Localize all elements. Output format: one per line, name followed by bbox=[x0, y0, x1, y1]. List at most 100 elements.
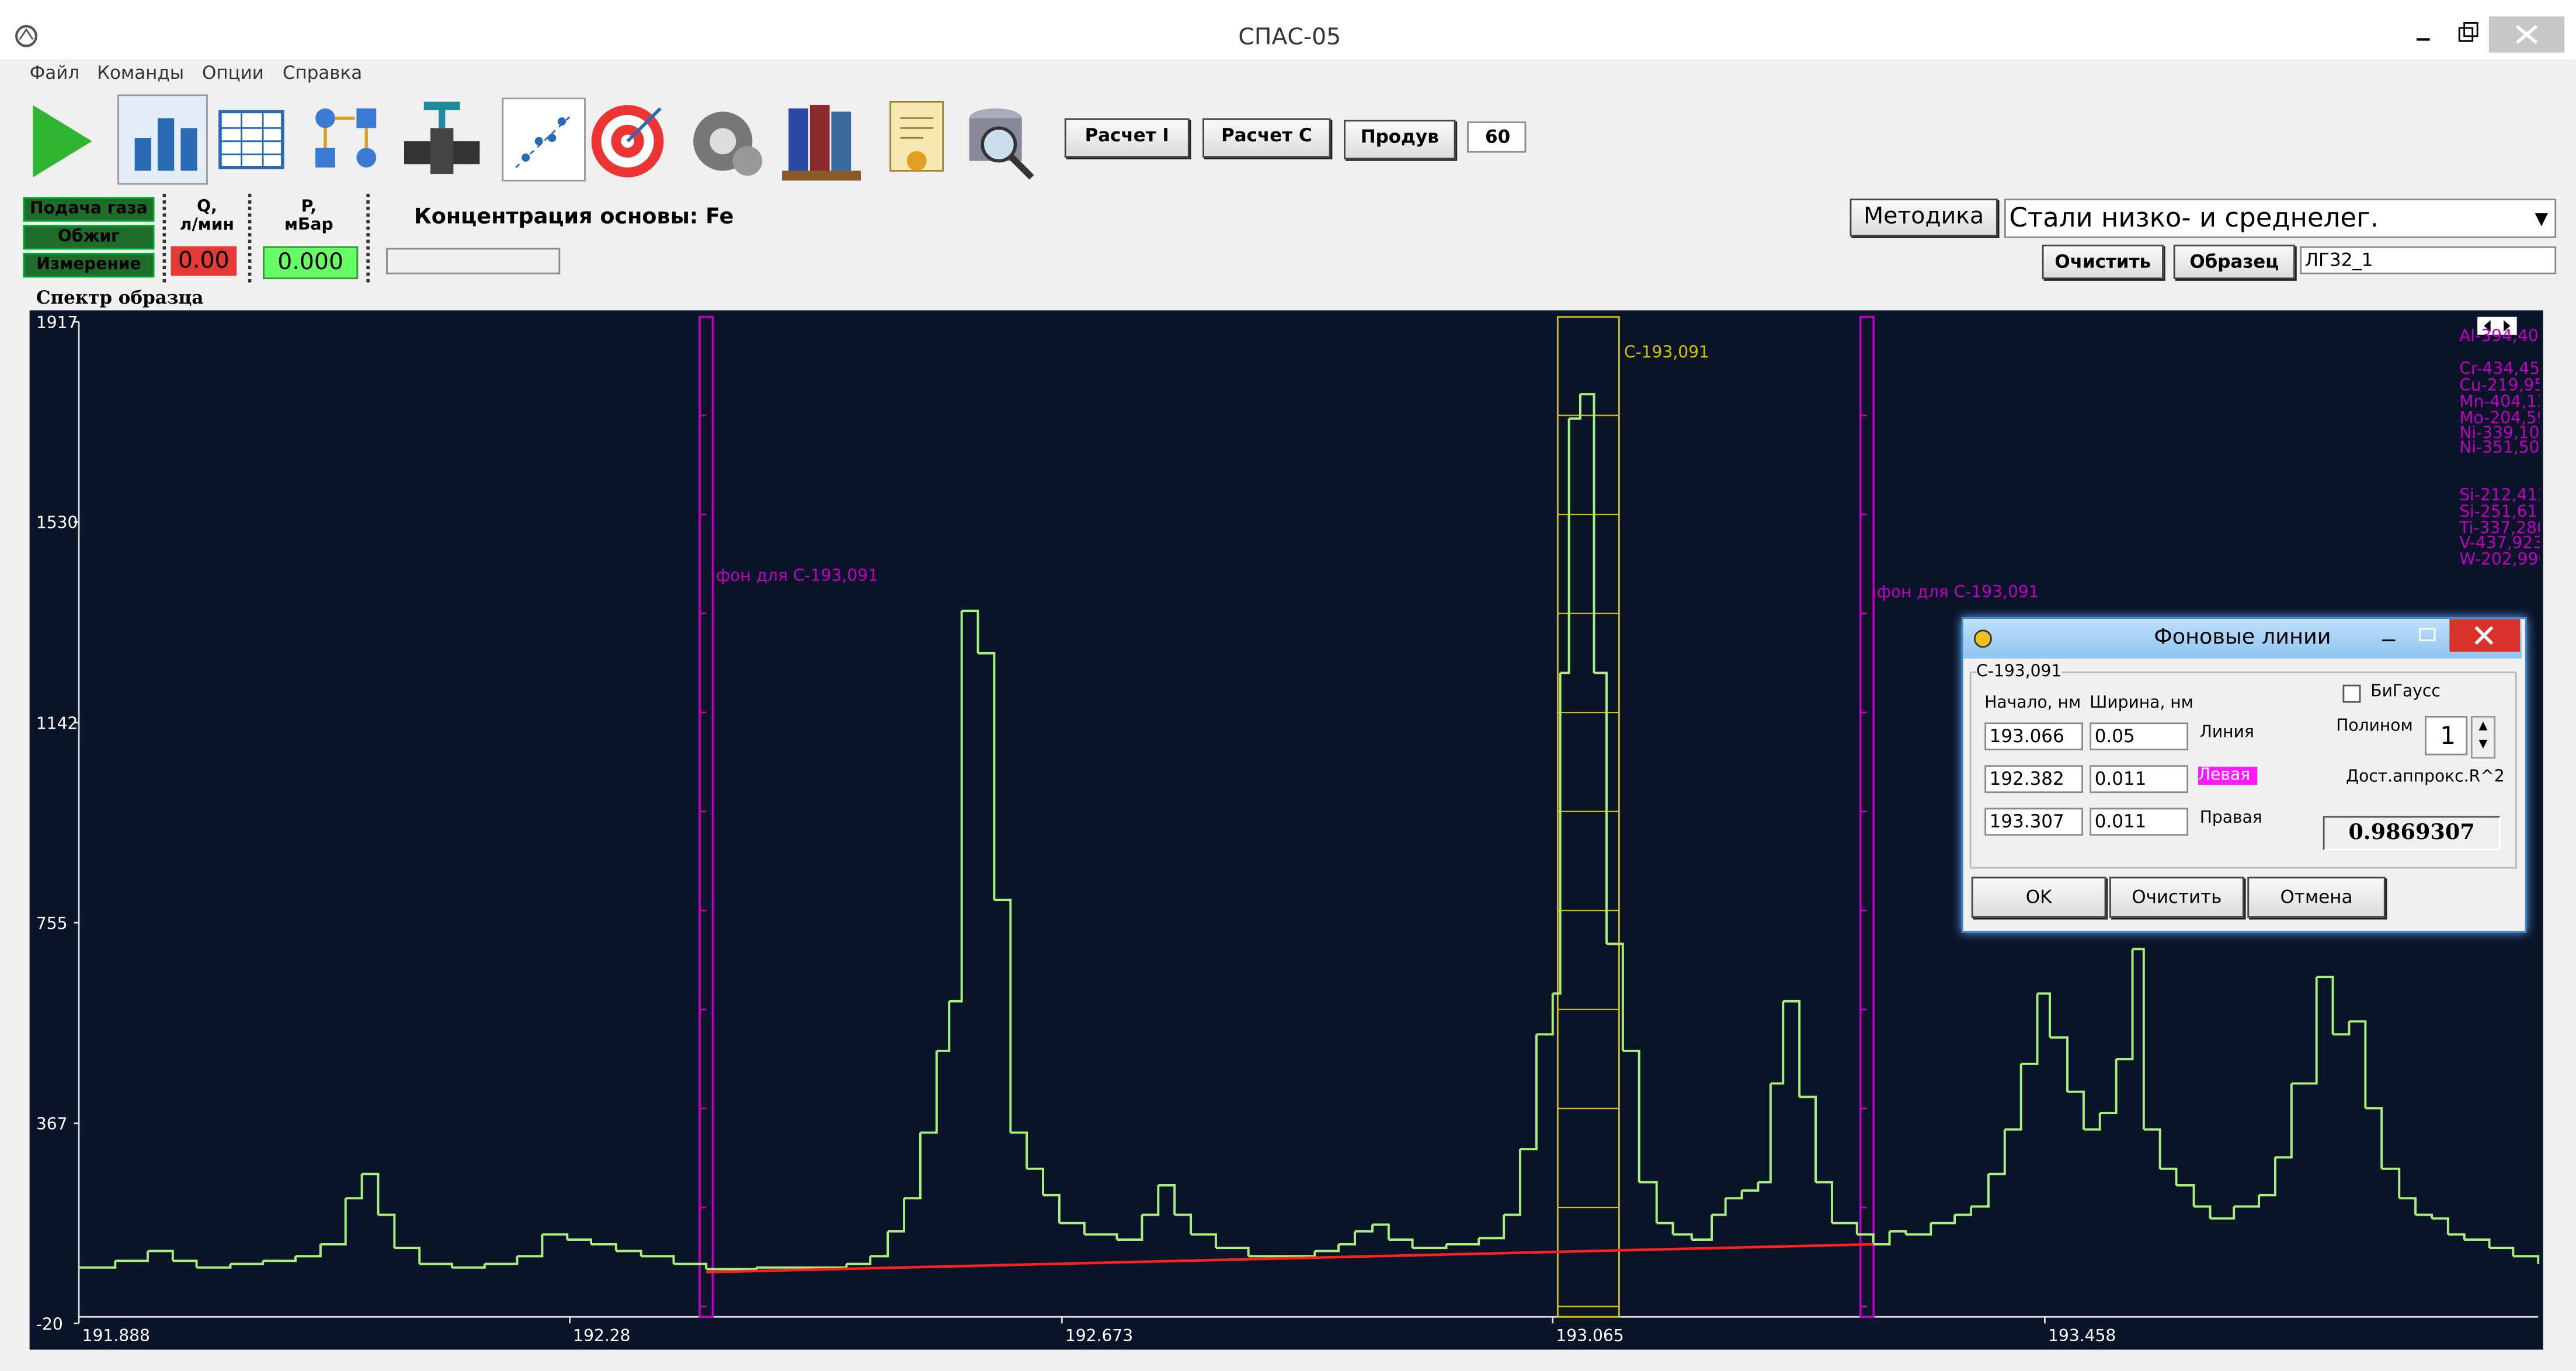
books-icon[interactable] bbox=[782, 105, 861, 181]
spectrum-step bbox=[949, 611, 963, 1003]
menu-item[interactable]: Команды bbox=[96, 62, 185, 84]
element-label: Ni-351,505 bbox=[2459, 438, 2550, 457]
spectrum-step bbox=[2316, 976, 2334, 1035]
row-label: Линия bbox=[2199, 724, 2254, 743]
spectrum-step bbox=[542, 1233, 569, 1240]
width-field[interactable]: 0.05 bbox=[2090, 722, 2189, 751]
spectrum-step bbox=[1084, 1233, 1118, 1240]
start-field[interactable]: 192.382 bbox=[1984, 765, 2084, 794]
toolbar-icons[interactable] bbox=[16, 92, 1051, 187]
spectrum-step bbox=[1594, 671, 1608, 944]
menu-item[interactable]: Опции bbox=[202, 62, 264, 84]
spectrum-step bbox=[1552, 673, 1562, 995]
spectrum-step bbox=[846, 1256, 872, 1265]
dropdown-arrow[interactable]: ▾ bbox=[2535, 201, 2549, 234]
width-field[interactable]: 0.011 bbox=[2090, 765, 2189, 794]
window-label: С-193,091 bbox=[1624, 343, 1709, 362]
spectrum-step bbox=[1622, 1049, 1640, 1182]
spectrum-step bbox=[1388, 1238, 1414, 1248]
table-icon[interactable] bbox=[218, 110, 284, 169]
spectrum-step bbox=[295, 1244, 322, 1258]
bigauss-checkbox[interactable] bbox=[2342, 684, 2361, 703]
spectrum-step bbox=[2382, 1167, 2401, 1199]
spectrum-step bbox=[1988, 1129, 2006, 1175]
clear-button[interactable]: Очистить bbox=[2109, 876, 2244, 918]
spectrum-step bbox=[1906, 1223, 1932, 1236]
spectrum-step bbox=[2160, 1167, 2178, 1186]
polynom-field[interactable]: 1 bbox=[2425, 716, 2468, 756]
flow-icon[interactable] bbox=[315, 108, 377, 168]
calc-c-button[interactable]: Расчет С bbox=[1202, 118, 1331, 158]
spectrum-step bbox=[1691, 1215, 1713, 1241]
row-label: Левая bbox=[2198, 767, 2258, 785]
scatter-icon[interactable] bbox=[502, 98, 586, 182]
cancel-button[interactable]: Отмена bbox=[2247, 876, 2386, 918]
spectrum-step bbox=[79, 1261, 117, 1269]
spectrum-step bbox=[920, 1050, 938, 1134]
q-label-line: л/мин bbox=[179, 217, 234, 235]
calc-i-button[interactable]: Расчет I bbox=[1064, 118, 1190, 158]
spectrum-step bbox=[978, 652, 996, 900]
spectrum-step bbox=[641, 1255, 675, 1264]
spectrum-step bbox=[1725, 1190, 1743, 1200]
spectrum-step bbox=[1174, 1213, 1193, 1235]
window-controls[interactable] bbox=[2407, 16, 2571, 59]
spectrum-step bbox=[888, 1198, 906, 1233]
y-tick-label: 367 bbox=[36, 1115, 68, 1134]
spectrum-step bbox=[1741, 1182, 1760, 1192]
spectrum-step bbox=[1799, 1095, 1817, 1182]
method-dropdown[interactable]: Стали низко- и среднелег. ▾ bbox=[2004, 199, 2557, 238]
spectrum-step bbox=[452, 1264, 486, 1269]
database-search-icon[interactable] bbox=[969, 108, 1034, 180]
start-field[interactable]: 193.066 bbox=[1984, 722, 2084, 751]
ok-button[interactable]: OK bbox=[1971, 876, 2106, 918]
spectrum-step bbox=[394, 1247, 421, 1264]
menu-item[interactable]: Справка bbox=[282, 62, 363, 84]
settings-icon[interactable] bbox=[693, 112, 763, 176]
spectrum-step bbox=[2004, 1063, 2022, 1131]
p-value: 0.000 bbox=[263, 246, 359, 280]
sample-name-field[interactable]: ЛГ32_1 bbox=[2300, 246, 2557, 274]
spectrum-step bbox=[616, 1250, 642, 1257]
width-field[interactable]: 0.011 bbox=[2090, 808, 2189, 836]
dialog-controls[interactable] bbox=[2366, 619, 2522, 655]
sample-button[interactable]: Образец bbox=[2173, 244, 2295, 280]
target-icon[interactable] bbox=[591, 105, 664, 178]
element-label: Ti-337,280 bbox=[2459, 518, 2547, 537]
spectrum-step bbox=[147, 1250, 174, 1261]
method-button[interactable]: Методика bbox=[1850, 199, 1998, 236]
spectrum-step bbox=[196, 1264, 232, 1269]
spectrum-step bbox=[1142, 1185, 1160, 1216]
purge-time-field[interactable]: 60 bbox=[1467, 121, 1527, 153]
spectrum-step bbox=[1758, 1083, 1772, 1184]
scroll-buttons[interactable] bbox=[2477, 316, 2517, 335]
spectrum-step bbox=[1783, 1000, 1801, 1097]
spectrum-step bbox=[2349, 1020, 2367, 1109]
spectrum-step bbox=[1931, 1215, 1956, 1224]
burn-indicator: Обжиг bbox=[23, 225, 155, 250]
spectrum-step bbox=[378, 1213, 396, 1248]
clear-button[interactable]: Очистить bbox=[2042, 244, 2164, 280]
separator bbox=[366, 193, 370, 283]
title-bar bbox=[0, 0, 2576, 60]
play-icon[interactable] bbox=[33, 105, 92, 178]
start-field[interactable]: 193.307 bbox=[1984, 808, 2084, 836]
polynom-spinner[interactable]: ▲ ▼ bbox=[2470, 716, 2496, 759]
spectrum-step bbox=[2021, 993, 2039, 1065]
certificate-icon[interactable] bbox=[889, 100, 944, 172]
spectrum-step bbox=[2083, 1113, 2101, 1131]
element-label: Al-394,401 bbox=[2459, 326, 2549, 345]
spectrum-step bbox=[172, 1259, 198, 1268]
spectrum-step bbox=[1412, 1244, 1448, 1250]
spectrum-step bbox=[1158, 1184, 1176, 1215]
spectrum-step bbox=[1770, 1001, 1785, 1085]
chart-icon[interactable] bbox=[117, 94, 208, 185]
spectrum-step bbox=[2116, 949, 2134, 1060]
purge-button[interactable]: Продув bbox=[1344, 120, 1456, 159]
menu-item[interactable]: Файл bbox=[29, 62, 80, 84]
marker-label: фон для С-193,091 bbox=[1877, 582, 2039, 601]
spectrum-step bbox=[2099, 1059, 2118, 1115]
valve-icon[interactable] bbox=[404, 102, 480, 175]
y-tick-label: 1142 bbox=[36, 714, 78, 733]
spectrum-step bbox=[1536, 993, 1554, 1036]
